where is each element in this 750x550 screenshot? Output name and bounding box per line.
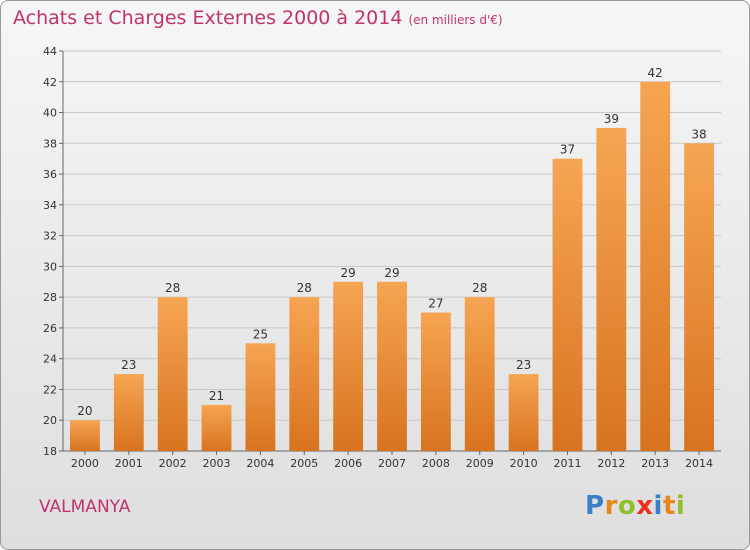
bar-2009 [464,297,495,451]
value-label: 23 [121,358,136,372]
y-tick-label: 36 [43,168,57,181]
logo-letter: r [604,491,618,521]
bar-2001 [113,374,144,451]
logo-letter: x [636,491,654,521]
value-label: 20 [77,404,92,418]
x-tick-label: 2003 [203,457,231,470]
y-tick-label: 44 [43,45,57,58]
value-label: 42 [648,66,663,80]
value-label: 29 [340,266,355,280]
y-tick-label: 32 [43,230,57,243]
chart-title: Achats et Charges Externes 2000 à 2014 (e… [13,7,503,29]
value-label: 21 [209,389,224,403]
logo-letter: i [675,491,686,521]
value-label: 27 [428,297,443,311]
bar-2006 [333,281,364,451]
bar-2003 [201,404,232,451]
value-label: 29 [384,266,399,280]
bar-2014 [684,143,714,452]
bar-2012 [596,127,627,451]
y-tick-label: 28 [43,291,57,304]
logo-letter: t [662,491,676,521]
x-tick-label: 2001 [115,457,143,470]
chart-unit: (en milliers d'€) [408,13,503,27]
logo-letter: i [653,491,663,521]
bars [70,81,714,452]
y-tick-label: 22 [43,383,57,396]
value-label: 37 [560,143,575,157]
bar-2004 [245,343,276,451]
value-label: 38 [691,127,706,141]
y-tick-label: 42 [43,76,57,89]
x-tick-label: 2012 [597,457,625,470]
x-tick-label: 2013 [641,457,669,470]
x-tick-label: 2006 [334,457,362,470]
bar-2005 [289,297,320,451]
logo-letter: o [617,491,637,521]
y-tick-label: 26 [43,322,57,335]
y-tick-label: 38 [43,137,57,150]
x-tick-label: 2005 [290,457,318,470]
y-tick-label: 30 [43,260,57,273]
value-label: 28 [165,281,180,295]
bar-2011 [552,158,583,451]
bar-2000 [70,420,100,451]
x-tick-label: 2000 [71,457,99,470]
value-label: 28 [472,281,487,295]
bar-2002 [157,297,188,451]
value-label: 28 [297,281,312,295]
bar-2008 [420,312,451,451]
labels: 2000 20 2001 23 2002 28 2003 21 2004 25 2005 28 2006… [71,66,713,470]
x-tick-label: 2009 [466,457,494,470]
y-tick-label: 24 [43,353,57,366]
y-tick-label: 18 [43,445,57,458]
bar-2013 [640,81,671,452]
x-tick-label: 2007 [378,457,406,470]
value-label: 23 [516,358,531,372]
x-tick-label: 2004 [246,457,274,470]
proxiti-logo: Proxiti [585,491,685,521]
bar-2007 [377,281,407,451]
x-tick-label: 2008 [422,457,450,470]
value-label: 25 [253,327,268,341]
x-tick-label: 2010 [510,457,538,470]
y-tick-label: 20 [43,414,57,427]
logo-letter: P [585,491,605,521]
y-tick-label: 34 [43,199,57,212]
x-tick-label: 2002 [159,457,187,470]
x-tick-label: 2011 [553,457,581,470]
commune-name: VALMANYA [39,497,131,517]
chart-title-text: Achats et Charges Externes 2000 à 2014 [13,7,403,29]
value-label: 39 [604,112,619,126]
bar-2010 [508,374,539,451]
y-tick-label: 40 [43,107,57,120]
x-tick-label: 2014 [685,457,713,470]
